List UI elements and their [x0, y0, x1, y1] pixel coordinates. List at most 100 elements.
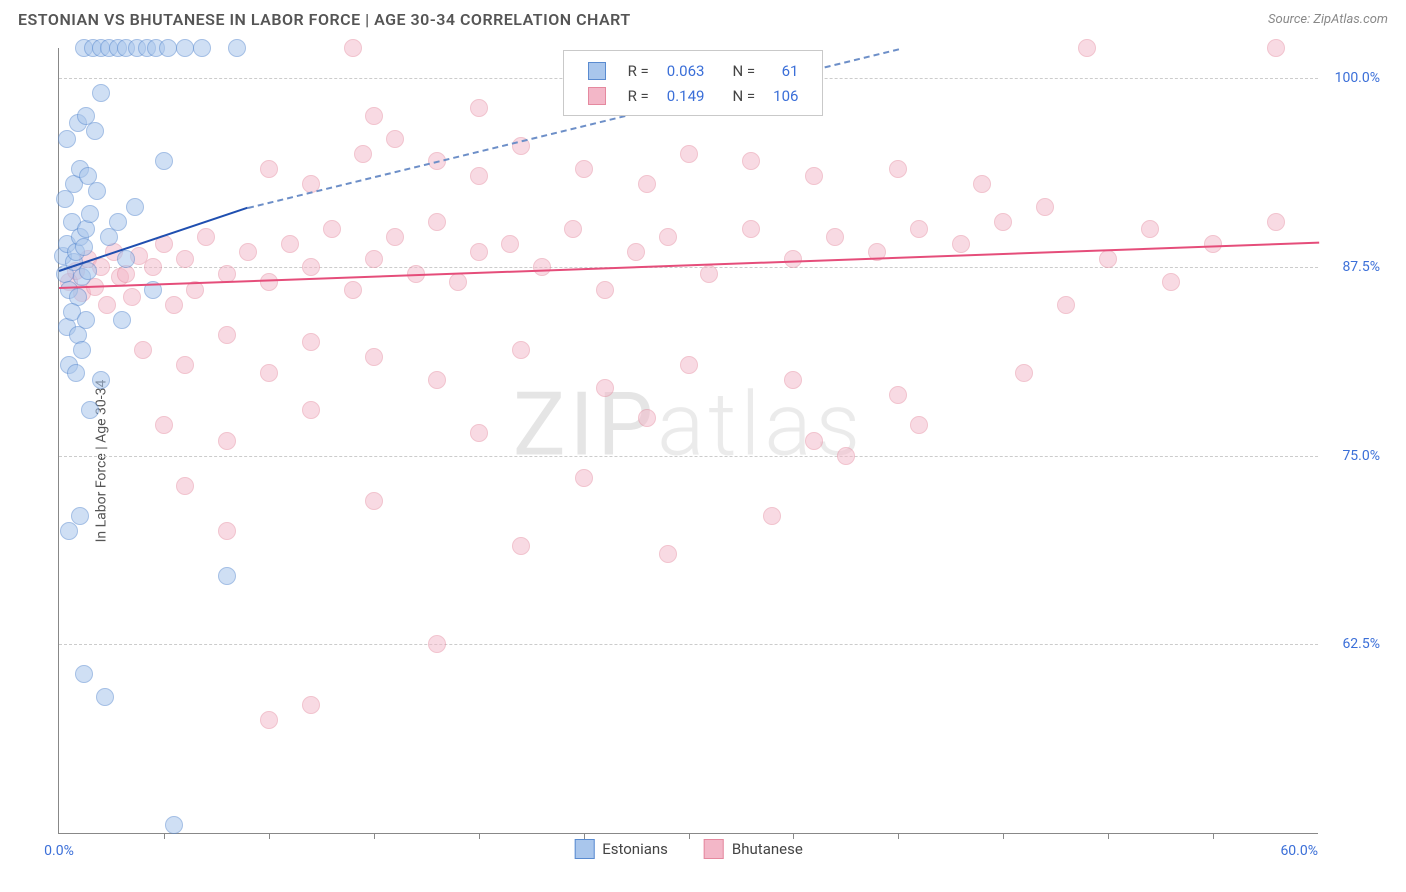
data-point	[197, 228, 215, 246]
data-point	[134, 341, 152, 359]
data-point	[1078, 39, 1096, 57]
data-point	[228, 39, 246, 57]
data-point	[784, 371, 802, 389]
data-point	[1015, 364, 1033, 382]
x-tick	[164, 833, 165, 839]
y-tick-label: 62.5%	[1342, 636, 1380, 652]
data-point	[763, 507, 781, 525]
data-point	[193, 39, 211, 57]
data-point	[638, 409, 656, 427]
data-point	[365, 107, 383, 125]
data-point	[1036, 198, 1054, 216]
data-point	[155, 416, 173, 434]
watermark-thin: atlas	[657, 373, 864, 476]
data-point	[176, 39, 194, 57]
data-point	[365, 250, 383, 268]
data-point	[58, 130, 76, 148]
data-point	[155, 152, 173, 170]
data-point	[165, 296, 183, 314]
data-point	[75, 238, 93, 256]
data-point	[994, 213, 1012, 231]
data-point	[218, 432, 236, 450]
data-point	[260, 711, 278, 729]
data-point	[1267, 213, 1285, 231]
x-tick	[269, 833, 270, 839]
data-point	[428, 213, 446, 231]
data-point	[176, 477, 194, 495]
legend-row: R =0.063N =61	[580, 59, 807, 82]
data-point	[805, 432, 823, 450]
x-tick	[374, 833, 375, 839]
legend-n-value: 61	[765, 59, 806, 82]
y-tick-label: 75.0%	[1342, 448, 1380, 464]
data-point	[428, 371, 446, 389]
x-tick	[898, 833, 899, 839]
data-point	[260, 364, 278, 382]
data-point	[159, 39, 177, 57]
data-point	[533, 258, 551, 276]
chart-title: ESTONIAN VS BHUTANESE IN LABOR FORCE | A…	[18, 10, 631, 29]
data-point	[564, 220, 582, 238]
data-point	[67, 364, 85, 382]
data-point	[470, 167, 488, 185]
data-point	[75, 665, 93, 683]
data-point	[260, 273, 278, 291]
data-point	[81, 205, 99, 223]
data-point	[281, 235, 299, 253]
data-point	[680, 356, 698, 374]
data-point	[86, 122, 104, 140]
x-tick	[479, 833, 480, 839]
data-point	[123, 288, 141, 306]
data-point	[627, 243, 645, 261]
data-point	[96, 688, 114, 706]
data-point	[144, 258, 162, 276]
data-point	[1099, 250, 1117, 268]
x-tick	[1213, 833, 1214, 839]
legend-swatch	[574, 839, 594, 859]
data-point	[889, 160, 907, 178]
legend-label: Estonians	[602, 840, 668, 858]
data-point	[260, 160, 278, 178]
x-tick-label: 60.0%	[1280, 843, 1318, 859]
data-point	[92, 84, 110, 102]
legend-n-value: 106	[765, 84, 806, 107]
data-point	[575, 469, 593, 487]
data-point	[344, 39, 362, 57]
data-point	[952, 235, 970, 253]
y-tick-label: 87.5%	[1342, 259, 1380, 275]
data-point	[386, 228, 404, 246]
data-point	[365, 492, 383, 510]
data-point	[218, 567, 236, 585]
data-point	[344, 281, 362, 299]
data-point	[73, 341, 91, 359]
data-point	[77, 220, 95, 238]
data-point	[470, 243, 488, 261]
watermark-bold: ZIP	[513, 373, 657, 476]
data-point	[973, 175, 991, 193]
data-point	[889, 386, 907, 404]
data-point	[126, 198, 144, 216]
data-point	[1057, 296, 1075, 314]
data-point	[910, 220, 928, 238]
data-point	[638, 175, 656, 193]
data-point	[501, 235, 519, 253]
data-point	[596, 379, 614, 397]
data-point	[239, 243, 257, 261]
legend-item: Estonians	[574, 839, 668, 859]
legend-r-value: 0.149	[659, 84, 713, 107]
watermark: ZIPatlas	[513, 373, 864, 476]
data-point	[470, 99, 488, 117]
data-point	[77, 311, 95, 329]
data-point	[1267, 39, 1285, 57]
legend-swatch	[588, 87, 606, 105]
data-point	[176, 356, 194, 374]
gridline-h	[59, 644, 1318, 645]
legend-row: R =0.149N =106	[580, 84, 807, 107]
data-point	[113, 311, 131, 329]
data-point	[218, 326, 236, 344]
data-point	[60, 522, 78, 540]
legend-r-value: 0.063	[659, 59, 713, 82]
legend-r-label: R =	[620, 59, 657, 82]
data-point	[659, 228, 677, 246]
data-point	[680, 145, 698, 163]
